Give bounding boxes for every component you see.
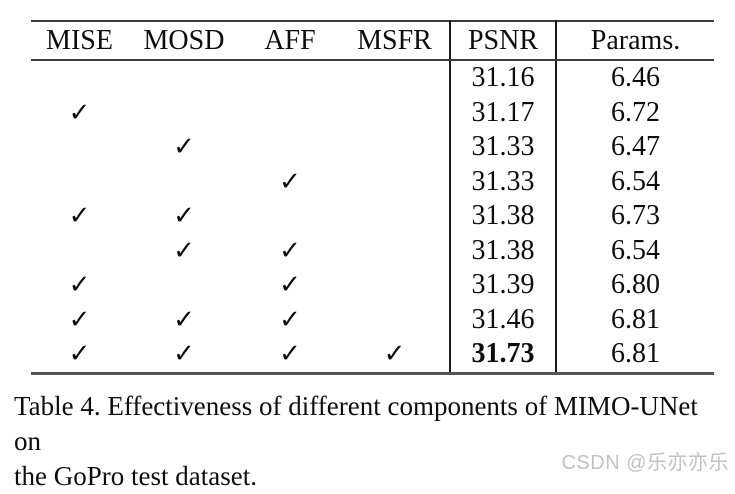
mosd-checkmark: ✓ [173, 201, 195, 231]
caption-line-2: the GoPro test dataset. [14, 461, 257, 491]
msfr-checkmark [340, 234, 450, 269]
msfr-checkmark [340, 130, 450, 165]
psnr-value: 31.16 [449, 60, 556, 96]
aff-checkmark: ✓ [279, 235, 301, 265]
aff-checkmark [240, 199, 340, 234]
mise-checkmark [31, 234, 128, 269]
psnr-value: 31.38 [449, 233, 556, 268]
params-value: 6.54 [555, 164, 714, 199]
params-value: 6.81 [555, 337, 714, 373]
mise-checkmark [31, 165, 128, 200]
caption-line-1: Table 4. Effectiveness of different comp… [14, 391, 698, 456]
table-row: ✓ 31.33 6.54 [31, 164, 714, 200]
table-row: ✓ ✓ 31.39 6.80 [31, 268, 714, 303]
aff-checkmark: ✓ [279, 166, 301, 196]
col-header-aff: AFF [240, 21, 340, 61]
aff-checkmark [240, 96, 340, 131]
msfr-checkmark [340, 303, 450, 338]
mise-checkmark: ✓ [68, 339, 91, 369]
psnr-value: 31.38 [449, 199, 556, 234]
mise-checkmark [31, 130, 128, 165]
params-value: 6.73 [555, 199, 714, 234]
params-value: 6.47 [555, 130, 714, 165]
mosd-checkmark: ✓ [173, 304, 195, 334]
col-header-psnr: PSNR [449, 21, 556, 61]
psnr-value: 31.39 [449, 268, 556, 303]
aff-checkmark: ✓ [279, 304, 301, 334]
psnr-value: 31.33 [449, 164, 556, 199]
params-value: 6.72 [555, 95, 714, 130]
params-value: 6.46 [555, 60, 714, 96]
aff-checkmark: ✓ [279, 270, 301, 300]
mosd-checkmark: ✓ [173, 339, 195, 369]
mosd-checkmark [128, 268, 240, 303]
table-row: ✓ ✓ ✓ 31.46 6.81 [31, 302, 714, 338]
psnr-value: 31.33 [449, 130, 556, 165]
msfr-checkmark [340, 268, 450, 303]
col-header-msfr: MSFR [340, 21, 450, 61]
mosd-checkmark [128, 165, 240, 200]
msfr-checkmark: ✓ [383, 339, 406, 369]
mosd-checkmark: ✓ [173, 235, 195, 265]
msfr-checkmark [340, 60, 450, 96]
psnr-value-best: 31.73 [449, 337, 556, 373]
params-value: 6.54 [555, 233, 714, 268]
mise-checkmark: ✓ [68, 97, 91, 127]
col-header-mise: MISE [31, 21, 128, 61]
table-row: ✓ 31.33 6.47 [31, 130, 714, 165]
mise-checkmark: ✓ [68, 201, 91, 231]
psnr-value: 31.46 [449, 302, 556, 337]
aff-checkmark: ✓ [279, 339, 301, 369]
col-header-params: Params. [555, 21, 714, 61]
mosd-checkmark [128, 60, 240, 96]
msfr-checkmark [340, 96, 450, 131]
psnr-value: 31.17 [449, 95, 556, 130]
params-value: 6.80 [555, 268, 714, 303]
mise-checkmark [31, 60, 128, 96]
col-header-mosd: MOSD [128, 21, 240, 61]
mise-checkmark: ✓ [68, 270, 91, 300]
ablation-table: MISE MOSD AFF MSFR PSNR Params. 31.16 6.… [31, 20, 714, 375]
table-row: 31.16 6.46 [31, 60, 714, 96]
table-row: ✓ ✓ 31.38 6.73 [31, 199, 714, 234]
csdn-watermark: CSDN @乐亦亦乐 [561, 452, 729, 474]
table-row: ✓ ✓ 31.38 6.54 [31, 233, 714, 269]
table-row: ✓ 31.17 6.72 [31, 95, 714, 131]
aff-checkmark [240, 60, 340, 96]
aff-checkmark [240, 130, 340, 165]
header-row: MISE MOSD AFF MSFR PSNR Params. [31, 21, 714, 61]
params-value: 6.81 [555, 302, 714, 337]
msfr-checkmark [340, 165, 450, 200]
msfr-checkmark [340, 199, 450, 234]
mise-checkmark: ✓ [68, 304, 91, 334]
table-row: ✓ ✓ ✓ ✓ 31.73 6.81 [31, 337, 714, 373]
mosd-checkmark [128, 96, 240, 131]
mosd-checkmark: ✓ [173, 132, 195, 162]
table-caption: Table 4. Effectiveness of different comp… [14, 389, 720, 494]
